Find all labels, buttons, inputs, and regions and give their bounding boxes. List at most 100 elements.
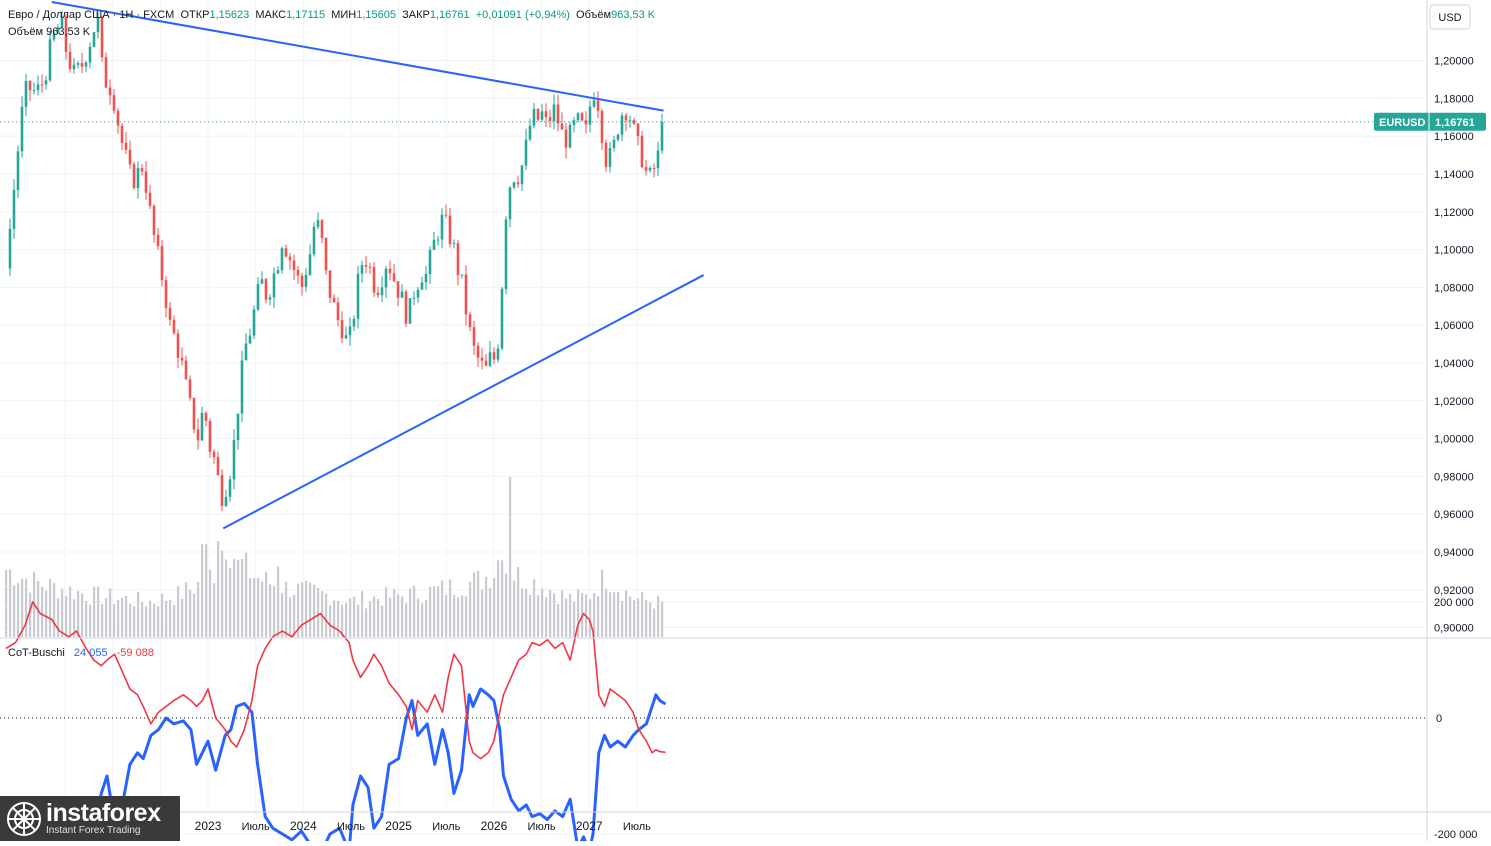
volume-bar [405,603,408,637]
candle-body [656,150,660,169]
candle-body [228,479,232,497]
candle-body [304,274,308,287]
volume-bar [165,600,168,637]
volume-legend[interactable]: Объём 963,53 K [8,26,91,38]
volume-bar [297,583,300,637]
volume-bar [389,597,392,637]
cot-red-value: -59 088 [116,647,154,659]
candle-body [288,256,292,261]
candle-body [392,273,396,282]
volume-bar [425,599,428,637]
time-tick-label: 2023 [195,819,222,833]
volume-bar [449,579,452,637]
low-value: 1,15605 [356,9,396,21]
candle-body [8,228,12,269]
high-label: МАКС [255,9,287,21]
candle-body [480,357,484,361]
time-tick-label: 2027 [576,819,603,833]
candle-body [152,205,156,235]
candle-body [592,100,596,107]
candle-body [344,335,348,339]
volume-bar [157,606,160,637]
volume-bar [369,601,372,637]
candle-body [196,429,200,441]
volume-bar [73,599,76,637]
candle-body [24,81,28,107]
volume-bar [29,592,32,637]
candle-body [352,318,356,327]
candle-body [316,220,320,228]
candle-body [64,16,68,52]
volume-bar [93,586,96,637]
candle-body [172,319,176,334]
cot-blue-value: 24 055 [73,647,108,659]
volume-bar [261,581,264,637]
volume-value: 963,53 K [611,9,656,21]
candle-body [632,120,636,124]
volume-bar [321,591,324,637]
candle-body [92,32,96,47]
candle-body [452,243,456,245]
volume-bar [137,591,140,637]
cot-tick-label: 0 [1436,713,1442,725]
volume-bar [105,598,108,637]
volume-bar [357,604,360,637]
volume-bar [173,604,176,637]
candle-body [104,57,108,88]
volume-bar [649,602,652,637]
change-value: +0,01091 (+0,94%) [475,9,570,21]
candles [8,10,664,512]
volume-bar [549,589,552,637]
candle-body [252,309,256,336]
volume-bar [197,581,200,637]
candle-body [60,16,64,28]
volume-bar [153,603,156,637]
candle-body [68,51,72,70]
volume-bar [245,552,248,637]
candle-body [168,307,172,320]
candle-body [156,234,160,247]
candle-body [340,320,344,339]
candle-body [416,289,420,298]
volume-bar [453,594,456,637]
volume-bar [225,559,228,637]
candle-body [52,33,56,40]
candle-body [472,327,476,346]
volume-bar [289,597,292,637]
volume-bar [613,592,616,637]
volume-bar [505,573,508,637]
candle-body [268,297,272,300]
candle-body [652,167,656,169]
volume-bar [77,590,80,637]
price-tick-label: 1,06000 [1434,320,1474,332]
candle-body [496,348,500,360]
volume-bar [109,588,112,637]
candle-body [220,474,224,506]
candle-body [112,95,116,111]
volume-bar [637,598,640,637]
volume-bar [553,593,556,637]
volume-bar [53,583,56,637]
volume-bar [429,586,432,637]
candle-body [36,84,40,90]
candle-body [408,298,412,324]
candle-body [328,270,332,298]
cot-legend[interactable]: CoT-Buschi 24 055 -59 088 [8,647,154,659]
volume-bar [253,578,256,637]
volume-bar [101,604,104,637]
volume-bar [169,600,172,637]
candle-body [648,167,652,171]
low-label: МИН [331,9,357,21]
logo-tagline: Instant Forex Trading [46,825,141,836]
volume-bar [21,578,24,637]
candle-body [204,412,208,421]
symbol-name[interactable]: Евро / Доллар США [8,9,110,21]
volume-bar [237,560,240,637]
price-tick-label: 0,94000 [1434,547,1474,559]
interval-label[interactable]: 1Н [119,9,134,21]
volume-bar [205,544,208,637]
volume-bar [281,593,284,637]
candle-body [56,27,60,34]
candle-body [96,17,100,33]
candle-body [16,151,20,191]
